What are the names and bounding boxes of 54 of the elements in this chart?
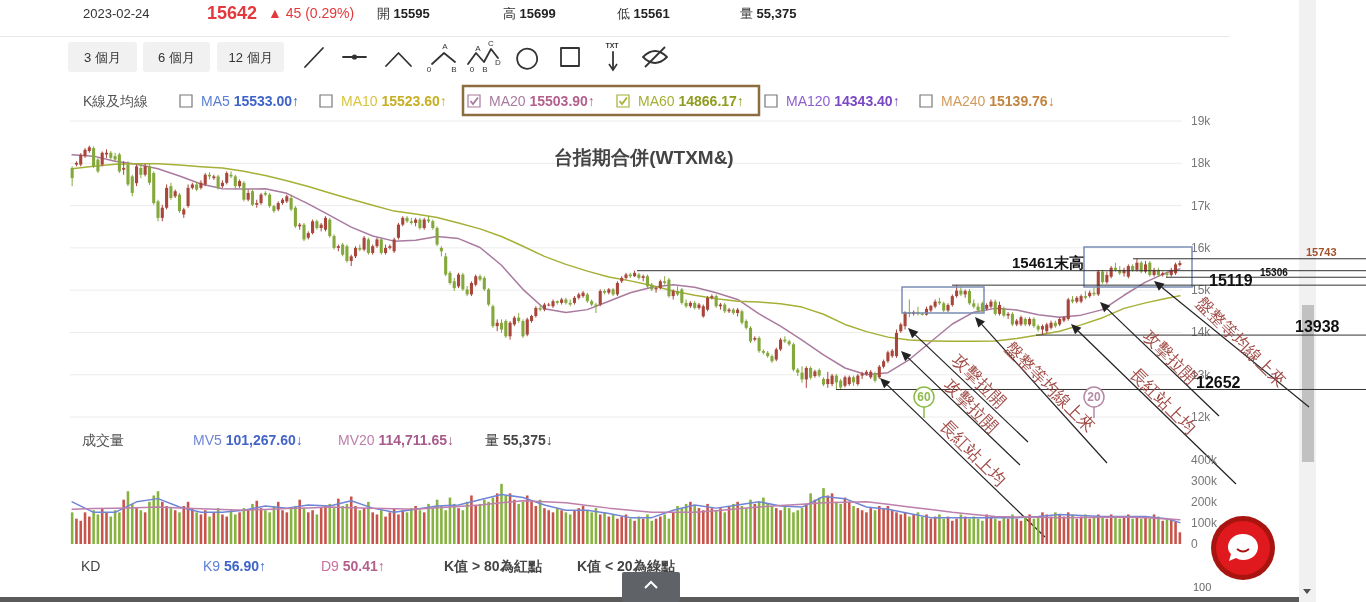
y-tick-label: 300k	[1191, 473, 1219, 488]
text: 12 個月	[228, 49, 273, 65]
text: B	[482, 64, 488, 74]
y-tick-label: 17k	[1191, 198, 1212, 213]
text: 15642	[207, 3, 258, 23]
text: KD	[81, 558, 101, 574]
legend-label: MA20	[489, 93, 526, 109]
text: 低 15561	[617, 5, 670, 21]
text: MA240 15139.76↓	[941, 93, 1055, 109]
text: 2023-02-24	[83, 5, 150, 21]
text: MA10 15523.60↑	[341, 93, 447, 109]
text: MV20	[338, 432, 375, 448]
text: 15503.90↑	[525, 93, 595, 109]
text: A	[475, 43, 482, 53]
legend-label: MA60	[638, 93, 675, 109]
y-tick-label: 200k	[1191, 494, 1219, 509]
text: MA120 14343.40↑	[786, 93, 900, 109]
text: 高 15699	[503, 5, 556, 21]
text: 量 55,375	[740, 5, 797, 21]
text: ▲ 45 (0.29%)	[268, 5, 355, 21]
text: 14866.17↑	[674, 93, 744, 109]
text: MV5	[193, 432, 222, 448]
legend-title: K線及均線	[83, 93, 149, 109]
text: 量	[485, 432, 499, 448]
text: MA5 15533.00↑	[201, 93, 300, 109]
text: K9 56.90↑	[203, 558, 267, 574]
text: 0	[426, 64, 432, 74]
text: 3 個月	[84, 49, 121, 65]
text: 開 15595	[377, 5, 430, 21]
ref-line-label: 15461末高	[1012, 253, 1084, 271]
text: K值 < 20為綠點	[577, 558, 675, 574]
text: 6 個月	[158, 49, 195, 65]
text: 55,375↓	[499, 432, 553, 448]
text: D9 50.41↑	[321, 558, 385, 574]
text: 114,711.65↓	[374, 432, 454, 448]
text: 101,267.60↓	[221, 432, 303, 448]
text: 0	[469, 64, 475, 74]
text: K值 > 80為紅點	[444, 558, 542, 574]
ref-line-label: 15743	[1306, 246, 1337, 258]
y-tick-label: 19k	[1191, 114, 1212, 129]
text: B	[451, 64, 457, 74]
annotation: 20	[1087, 390, 1101, 404]
ref-line-label: 13938	[1295, 317, 1340, 335]
text: 台指期合併(WTXM&)	[554, 146, 734, 168]
annotation: 60	[917, 390, 931, 404]
y-tick-label: 18k	[1191, 156, 1212, 171]
text: C	[488, 38, 495, 48]
y-tick-label: 16k	[1191, 240, 1212, 255]
text: A	[442, 41, 449, 51]
chart-title: 成交量	[82, 432, 124, 448]
text: D	[495, 57, 502, 67]
y-tick-label: 100k	[1191, 515, 1219, 530]
y-tick-label: 0	[1191, 537, 1198, 551]
text: 100	[1193, 581, 1212, 593]
